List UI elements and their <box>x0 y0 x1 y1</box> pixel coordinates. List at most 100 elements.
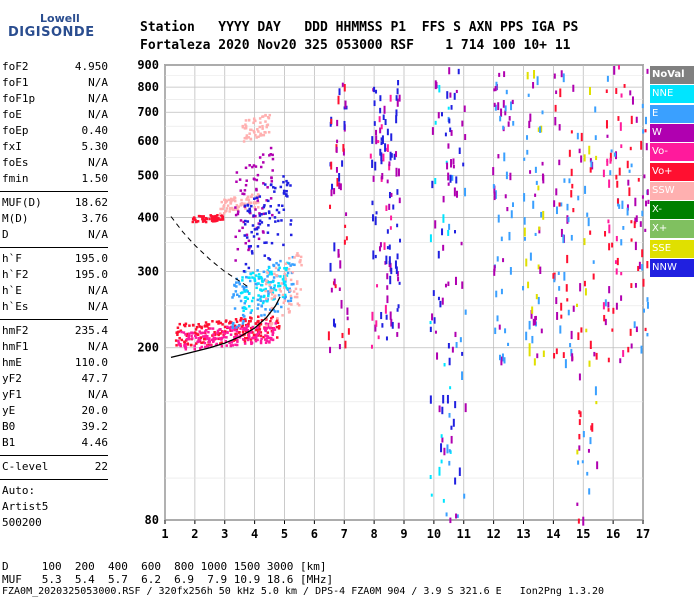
echo-dot <box>260 305 264 308</box>
param-value: N/A <box>88 108 108 121</box>
echo-dot <box>265 124 269 127</box>
echo-dot <box>277 211 281 214</box>
echo-dot <box>268 283 272 287</box>
echo-dot <box>330 189 333 197</box>
echo-dot <box>389 262 392 272</box>
echo-dot <box>235 285 238 288</box>
echo-dot <box>203 335 207 338</box>
echo-dot <box>444 132 447 137</box>
echo-dot <box>375 135 378 145</box>
param-name: hmF1 <box>2 340 29 353</box>
echo-dot <box>280 282 283 285</box>
echo-dot <box>441 406 444 415</box>
echo-dot <box>269 290 273 293</box>
echo-dot <box>562 352 565 358</box>
echo-dot <box>554 104 557 112</box>
echo-dot <box>247 247 251 250</box>
echo-dot <box>291 270 295 274</box>
echo-dot <box>434 330 437 334</box>
echo-dot <box>532 318 535 326</box>
echo-dot <box>233 328 236 332</box>
echo-dot <box>185 339 188 342</box>
echo-dot <box>231 326 235 329</box>
echo-dot <box>242 309 245 313</box>
echo-dot <box>260 283 264 287</box>
echo-dot <box>246 290 250 293</box>
echo-dot <box>337 249 340 258</box>
echo-dot <box>256 282 260 285</box>
echo-dot <box>250 309 254 312</box>
echo-dot <box>646 301 649 309</box>
echo-dot <box>537 264 540 270</box>
echo-dot <box>637 265 640 272</box>
echo-dot <box>246 328 250 332</box>
echo-dot <box>380 311 383 320</box>
echo-dot <box>464 134 467 141</box>
echo-dot <box>239 299 243 303</box>
echo-dot <box>377 140 380 144</box>
echo-dot <box>180 338 184 342</box>
echo-dot <box>373 100 376 107</box>
echo-dot <box>263 241 266 245</box>
echo-dot <box>205 337 209 340</box>
echo-dot <box>510 210 513 219</box>
echo-dot <box>259 322 263 326</box>
echo-dot <box>369 153 372 159</box>
echo-dot <box>245 236 249 239</box>
echo-dot <box>641 210 644 217</box>
echo-dot <box>616 180 619 188</box>
echo-dot <box>252 235 256 238</box>
echo-dot <box>446 91 449 99</box>
echo-dot <box>330 118 333 124</box>
echo-dot <box>275 261 278 265</box>
echo-dot <box>390 318 393 327</box>
param-name: foE <box>2 108 22 121</box>
echo-dot <box>618 204 621 209</box>
echo-dot <box>607 301 610 308</box>
echo-dot <box>371 159 374 168</box>
param-row-ye: yE 20.0 <box>2 404 108 420</box>
echo-dot <box>528 347 531 357</box>
x-tick-label: 15 <box>576 527 590 541</box>
echo-dot <box>594 106 597 113</box>
echo-dot <box>284 278 288 281</box>
echo-dot <box>633 221 636 229</box>
echo-dot <box>243 306 247 310</box>
echo-dot <box>243 234 246 237</box>
echo-dot <box>212 337 215 341</box>
echo-dot <box>197 336 201 340</box>
echo-dot <box>626 160 629 169</box>
echo-dot <box>252 117 256 120</box>
echo-dot <box>239 204 243 207</box>
echo-dot <box>237 281 241 284</box>
echo-dot <box>526 71 529 80</box>
echo-dot <box>430 493 433 497</box>
echo-dot <box>251 252 254 255</box>
echo-dot <box>224 210 227 213</box>
echo-dot <box>249 195 253 198</box>
echo-dot <box>583 280 586 287</box>
echo-dot <box>219 328 222 331</box>
echo-dot <box>299 259 302 262</box>
echo-dot <box>262 212 266 216</box>
echo-dot <box>204 330 207 333</box>
echo-dot <box>247 136 250 139</box>
profile-dashed-curve <box>170 216 249 288</box>
echo-dot <box>330 287 333 293</box>
echo-dot <box>557 271 560 275</box>
param-name: hmF2 <box>2 324 29 337</box>
echo-dot <box>256 326 259 329</box>
echo-dot <box>374 161 377 171</box>
echo-dot <box>572 208 575 213</box>
echo-dot <box>380 137 383 141</box>
echo-dot <box>223 198 226 202</box>
echo-dot <box>341 332 344 339</box>
echo-dot <box>281 295 285 299</box>
echo-dot <box>266 115 270 119</box>
x-tick-label: 2 <box>191 527 198 541</box>
echo-dot <box>244 241 247 245</box>
echo-dot <box>243 204 247 208</box>
param-row-b1: B1 4.46 <box>2 436 108 452</box>
echo-dot <box>339 183 342 191</box>
echo-dot <box>229 333 233 336</box>
